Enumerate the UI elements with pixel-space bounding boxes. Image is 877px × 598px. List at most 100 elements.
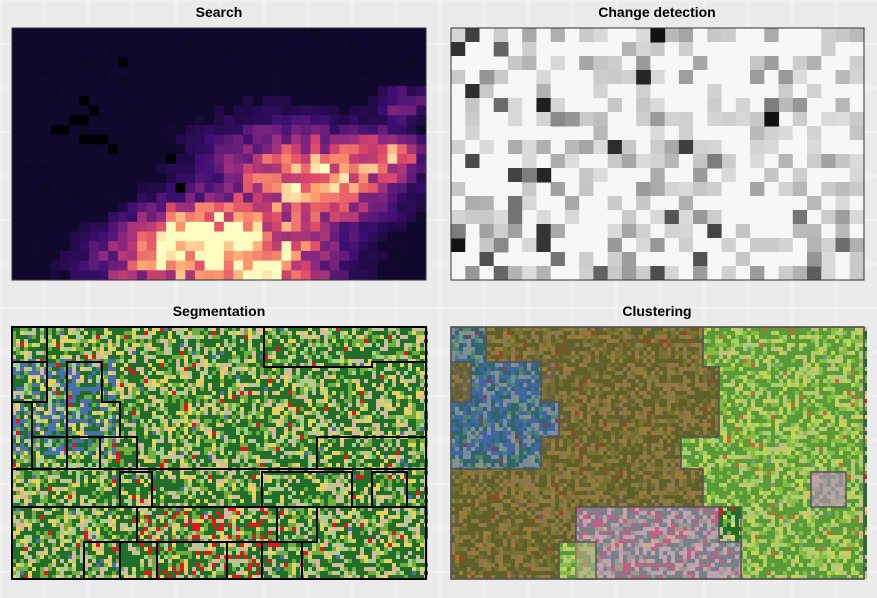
search-cell <box>358 134 369 145</box>
landcover-cell <box>36 451 40 455</box>
search-cell <box>252 221 263 233</box>
landcover-cell <box>60 387 64 391</box>
landcover-cell <box>260 351 264 355</box>
search-cell <box>320 270 331 281</box>
landcover-cell <box>60 359 64 363</box>
landcover-cell <box>100 447 104 451</box>
search-cell <box>310 86 321 97</box>
landcover-cell <box>284 419 288 423</box>
change-cell <box>479 238 495 253</box>
change-cell <box>636 196 651 211</box>
landcover-cell <box>104 423 108 427</box>
landcover-cell <box>92 447 96 451</box>
landcover-cell <box>140 423 144 427</box>
search-cell <box>223 28 234 39</box>
landcover-cell <box>256 331 260 335</box>
landcover-cell <box>44 439 48 443</box>
change-cell <box>650 84 666 99</box>
landcover-cell <box>40 371 44 375</box>
search-cell <box>291 241 302 252</box>
change-cell <box>764 42 780 57</box>
landcover-cell <box>164 391 168 395</box>
landcover-cell <box>372 331 376 335</box>
search-cell <box>89 173 100 184</box>
landcover-cell <box>204 419 208 423</box>
landcover-cell <box>408 379 412 383</box>
search-cell <box>377 260 388 271</box>
landcover-cell <box>92 327 96 331</box>
landcover-cell <box>160 435 164 439</box>
landcover-cell <box>276 407 280 411</box>
landcover-cell <box>192 403 196 407</box>
landcover-cell <box>312 435 316 439</box>
change-cell <box>735 182 751 197</box>
landcover-cell <box>200 335 204 339</box>
search-cell <box>243 221 254 233</box>
search-cell <box>223 144 234 155</box>
landcover-cell <box>296 431 300 435</box>
change-cell <box>465 196 480 211</box>
landcover-cell <box>228 379 232 383</box>
search-cell <box>185 76 196 87</box>
search-cell <box>300 241 311 252</box>
change-cell <box>451 56 466 71</box>
landcover-cell <box>276 343 280 347</box>
search-cell <box>50 86 61 97</box>
landcover-cell <box>316 399 320 403</box>
search-cell <box>98 212 109 223</box>
landcover-cell <box>312 335 316 339</box>
change-cell <box>536 168 552 183</box>
change-cell <box>678 112 694 127</box>
landcover-cell <box>100 407 104 411</box>
landcover-cell <box>396 427 400 431</box>
landcover-cell <box>256 431 260 435</box>
search-cell <box>252 202 263 213</box>
search-cell <box>377 47 388 58</box>
search-cell <box>348 86 360 97</box>
search-cell <box>358 231 369 242</box>
landcover-cell <box>132 363 136 367</box>
landcover-cell <box>228 395 232 399</box>
landcover-cell <box>328 331 332 335</box>
change-cell <box>564 224 580 239</box>
landcover-cell <box>168 367 172 371</box>
landcover-cell <box>56 387 60 391</box>
change-cell <box>650 154 666 169</box>
landcover-cell <box>420 327 424 331</box>
change-cell <box>849 42 865 57</box>
search-cell <box>252 95 263 107</box>
search-cell <box>60 221 71 233</box>
search-cell <box>108 250 119 262</box>
landcover-cell <box>364 443 368 447</box>
change-cell <box>707 238 723 253</box>
search-cell <box>358 144 369 155</box>
landcover-cell <box>96 339 100 343</box>
landcover-cell <box>172 367 176 371</box>
landcover-cell <box>376 371 380 375</box>
landcover-cell <box>200 419 204 423</box>
landcover-cell <box>104 407 108 411</box>
landcover-cell <box>220 423 224 427</box>
landcover-cell <box>88 423 92 427</box>
search-cell <box>127 28 138 39</box>
search-cell <box>252 241 263 252</box>
change-cell <box>621 182 637 197</box>
landcover-cell <box>204 439 208 443</box>
search-cell <box>271 260 283 271</box>
landcover-cell <box>32 391 36 395</box>
landcover-cell <box>276 351 280 355</box>
search-cell <box>89 37 100 48</box>
search-cell <box>175 95 186 107</box>
landcover-cell <box>196 395 200 399</box>
landcover-cell <box>228 391 232 395</box>
landcover-cell <box>248 447 252 451</box>
change-cell <box>507 28 523 43</box>
landcover-cell <box>132 443 136 447</box>
search-cell <box>310 124 321 136</box>
landcover-cell <box>160 331 164 335</box>
landcover-cell <box>384 371 388 375</box>
change-cell <box>564 70 580 85</box>
landcover-cell <box>244 351 248 355</box>
landcover-cell <box>240 343 244 347</box>
landcover-cell <box>24 415 28 419</box>
